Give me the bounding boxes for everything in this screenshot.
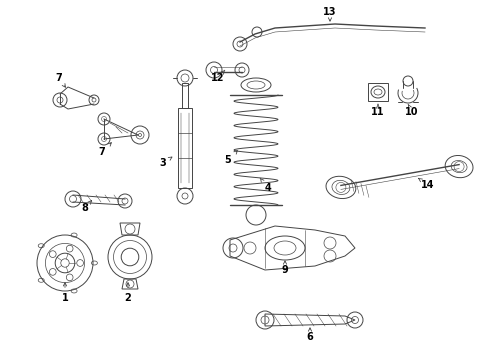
Text: 2: 2 [124, 283, 131, 303]
Text: 11: 11 [371, 104, 385, 117]
Text: 1: 1 [62, 283, 69, 303]
Text: 9: 9 [282, 261, 289, 275]
Text: 14: 14 [418, 178, 435, 190]
Text: 12: 12 [211, 70, 225, 83]
Text: 7: 7 [98, 143, 111, 157]
Text: 13: 13 [323, 7, 337, 21]
Text: 7: 7 [56, 73, 66, 87]
Text: 5: 5 [224, 150, 237, 165]
Text: 10: 10 [405, 104, 419, 117]
Text: 8: 8 [81, 201, 92, 213]
Text: 4: 4 [260, 178, 271, 193]
Text: 6: 6 [307, 328, 314, 342]
Text: 3: 3 [160, 157, 172, 168]
